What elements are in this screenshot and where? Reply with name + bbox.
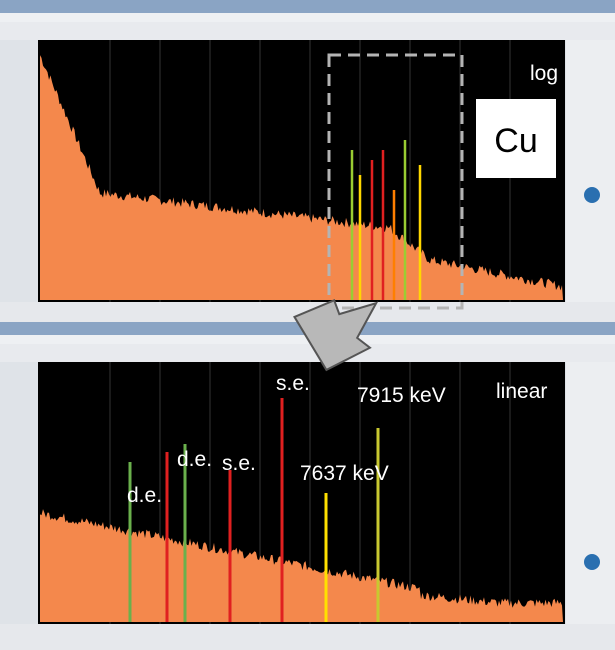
peak-label: d.e.: [177, 448, 212, 471]
spectrum: [40, 55, 563, 300]
element-box: [476, 99, 556, 178]
zoom-arrow: [293, 298, 379, 372]
status-bar: [0, 624, 615, 650]
peak-label: 7915 keV: [357, 384, 446, 407]
globe-icon[interactable]: [584, 187, 600, 203]
scale-label: log: [530, 62, 558, 85]
side-panel: [566, 362, 615, 624]
menu-bar: [0, 13, 615, 22]
side-panel: [566, 40, 615, 302]
toolbar: [0, 22, 615, 40]
title-bar: [0, 0, 615, 13]
spectrum: [40, 509, 563, 622]
scale-label: linear: [496, 380, 547, 403]
peak-label: s.e.: [276, 372, 310, 395]
spectra: [40, 40, 563, 624]
toolbar: [0, 344, 615, 362]
peak-label: 7637 keV: [300, 462, 389, 485]
element-label: Cu: [494, 122, 537, 160]
zoom-box: [327, 53, 464, 310]
peak-label: s.e.: [222, 452, 256, 475]
peak-label: d.e.: [127, 484, 162, 507]
globe-icon[interactable]: [584, 554, 600, 570]
